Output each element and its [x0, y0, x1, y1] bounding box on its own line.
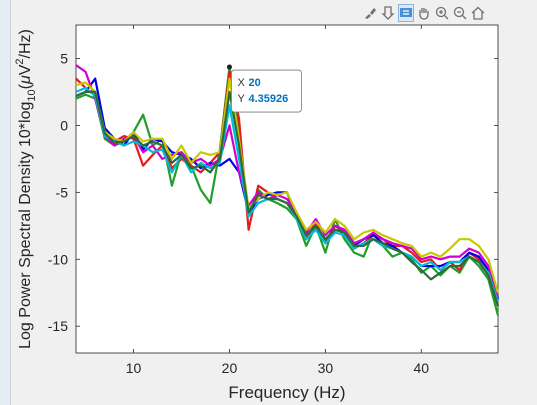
datatip-value: 20: [248, 77, 260, 89]
zoom-in-icon[interactable]: [434, 4, 450, 22]
datatip-label: Y: [237, 93, 245, 105]
datatip-value: 4.35926: [248, 93, 288, 105]
series-line-5[interactable]: [75, 77, 500, 294]
window-edge: [0, 0, 11, 405]
pan-icon[interactable]: [416, 4, 432, 22]
datatip-marker: [226, 64, 232, 70]
x-axis-label: Frequency (Hz): [228, 383, 345, 402]
series-line-1[interactable]: [75, 65, 500, 316]
y-tick-label: 0: [60, 117, 68, 133]
y-tick-label: -15: [48, 318, 68, 334]
zoom-out-icon[interactable]: [452, 4, 468, 22]
export-icon[interactable]: [380, 4, 396, 22]
y-axis-label: Log Power Spectral Density 10*log10(μV2/…: [14, 29, 38, 349]
axes-toolbar: [362, 4, 486, 24]
y-tick-label: 5: [60, 50, 68, 66]
x-tick-label: 20: [222, 360, 238, 376]
x-tick-label: 30: [318, 360, 334, 376]
datatip-label: X: [237, 77, 245, 89]
x-tick-label: 10: [126, 360, 142, 376]
x-tick-label: 40: [413, 360, 429, 376]
home-icon[interactable]: [470, 4, 486, 22]
datatip-box[interactable]: [231, 69, 302, 113]
datatip-icon[interactable]: [398, 4, 414, 22]
brush-icon[interactable]: [362, 4, 378, 22]
series-line-7[interactable]: [75, 90, 500, 307]
y-tick-label: -10: [48, 251, 68, 267]
y-tick-label: -5: [56, 184, 69, 200]
series-line-4[interactable]: [75, 64, 500, 298]
